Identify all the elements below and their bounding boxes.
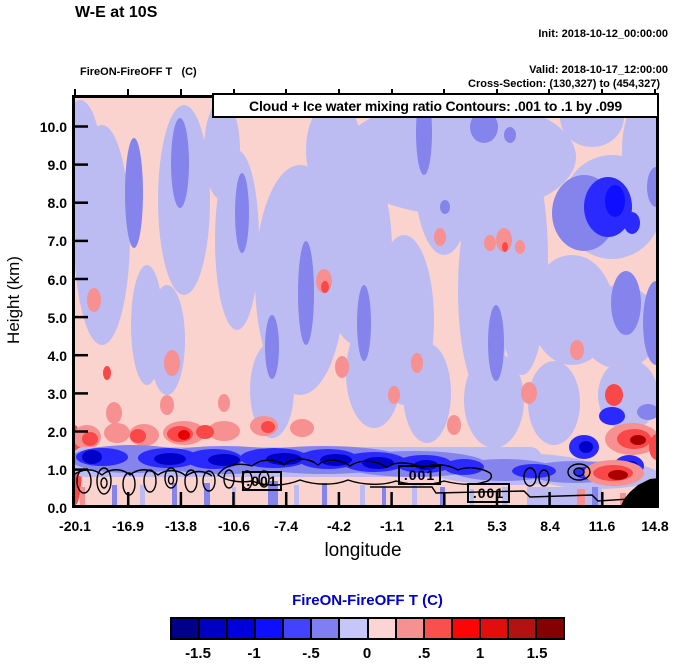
page-title: W-E at 10S <box>75 4 158 21</box>
init-time: Init: 2018-10-12_00:00:00 <box>538 28 668 40</box>
y-tick-label: 10.0 <box>39 119 67 135</box>
colorbar-cell <box>480 619 509 638</box>
contour-label-box: .001 <box>242 471 282 491</box>
colorbar-tick-label: -1.5 <box>185 645 211 662</box>
axis-tick <box>127 89 129 95</box>
contour-label-text: .001 <box>403 467 436 483</box>
x-tick-label: 14.8 <box>641 518 669 534</box>
axis-tick <box>233 89 235 95</box>
shaded-contour-field <box>72 95 659 508</box>
colorbar-tick-label: 0 <box>362 645 372 662</box>
y-tick-label: 2.0 <box>47 424 67 440</box>
contour-label-box: .001 <box>398 465 441 485</box>
colorbar-tick-label: 1.5 <box>526 645 548 662</box>
axis-tick <box>496 89 498 95</box>
axis-tick <box>443 89 445 95</box>
axis-tick <box>285 89 287 95</box>
y-tick-label: 4.0 <box>47 348 67 364</box>
colorbar-cell <box>312 619 341 638</box>
colorbar-title: FireON-FireOFF T (C) <box>292 592 443 609</box>
valid-time: Valid: 2018-10-17_12:00:00 <box>529 64 668 76</box>
run-times: Init: 2018-10-12_00:00:00 Valid: 2018-10… <box>529 4 668 88</box>
warm-band-left <box>73 416 314 449</box>
y-tick-label: 0.0 <box>47 500 67 516</box>
colorbar-cell <box>200 619 229 638</box>
axis-tick <box>391 89 393 95</box>
x-tick-label: -1.1 <box>379 518 405 534</box>
dipoles-bottom-right <box>569 404 659 486</box>
colorbar-tick-label: -1 <box>247 645 261 662</box>
colorbar-cell <box>452 619 481 638</box>
colorbar-cell <box>368 619 397 638</box>
x-axis-title: longitude <box>324 540 402 561</box>
contour-label-box: .001 <box>467 483 510 503</box>
colorbar-cell <box>284 619 313 638</box>
colorbar-cell <box>537 619 564 638</box>
colorbar-cell <box>256 619 285 638</box>
x-tick-label: 8.4 <box>540 518 560 534</box>
cloud-contour-lines <box>72 458 643 502</box>
field-line-1: FireON-FireOFF T (C) <box>80 66 197 78</box>
cross-section-plot <box>72 95 659 508</box>
y-tick-label: 1.0 <box>47 462 67 478</box>
x-tick-label: 5.3 <box>487 518 507 534</box>
x-tick-label: -16.9 <box>112 518 144 534</box>
y-tick-label: 5.0 <box>47 310 67 326</box>
y-tick-label: 9.0 <box>47 157 67 173</box>
colorbar-tick-label: 1 <box>475 645 485 662</box>
axis-tick <box>548 89 550 95</box>
y-tick-label: 6.0 <box>47 272 67 288</box>
axis-tick <box>338 89 340 95</box>
axis-tick <box>601 89 603 95</box>
axis-tick <box>74 89 76 95</box>
y-tick-label: 8.0 <box>47 195 67 211</box>
contour-label-text: .001 <box>246 473 278 489</box>
colorbar-tick-label: -.5 <box>302 645 320 662</box>
cross-section-label: Cross-Section: (130,327) to (454,327) <box>468 78 660 90</box>
cooling-blob-upper-right <box>584 177 640 237</box>
colorbar-cell <box>172 619 201 638</box>
colorbar-cell <box>424 619 453 638</box>
x-tick-label: 2.1 <box>434 518 454 534</box>
y-axis-title: Height (km) <box>4 256 23 344</box>
axis-tick <box>654 89 656 95</box>
terrain-silhouette <box>620 478 659 508</box>
light-blue-patches <box>72 95 659 448</box>
x-tick-label: -13.8 <box>165 518 197 534</box>
colorbar-tick-label: .5 <box>417 645 431 662</box>
contour-title-text: Cloud + Ice water mixing ratio Contours:… <box>249 97 622 114</box>
x-tick-label: -20.1 <box>59 518 91 534</box>
colorbar-cell <box>228 619 257 638</box>
x-tick-label: -10.6 <box>218 518 250 534</box>
colorbar-cell <box>340 619 369 638</box>
contour-label-text: .001 <box>472 485 505 501</box>
x-tick-label: -7.4 <box>273 518 299 534</box>
contour-title-box: Cloud + Ice water mixing ratio Contours:… <box>212 93 659 118</box>
axis-tick <box>180 89 182 95</box>
x-tick-label: -4.2 <box>326 518 352 534</box>
y-tick-label: 7.0 <box>47 233 67 249</box>
colorbar <box>170 617 565 640</box>
x-tick-label: 11.6 <box>588 518 616 534</box>
warm-spots <box>72 228 623 505</box>
colorbar-cell <box>396 619 425 638</box>
y-tick-label: 3.0 <box>47 386 67 402</box>
colorbar-cell <box>508 619 538 638</box>
